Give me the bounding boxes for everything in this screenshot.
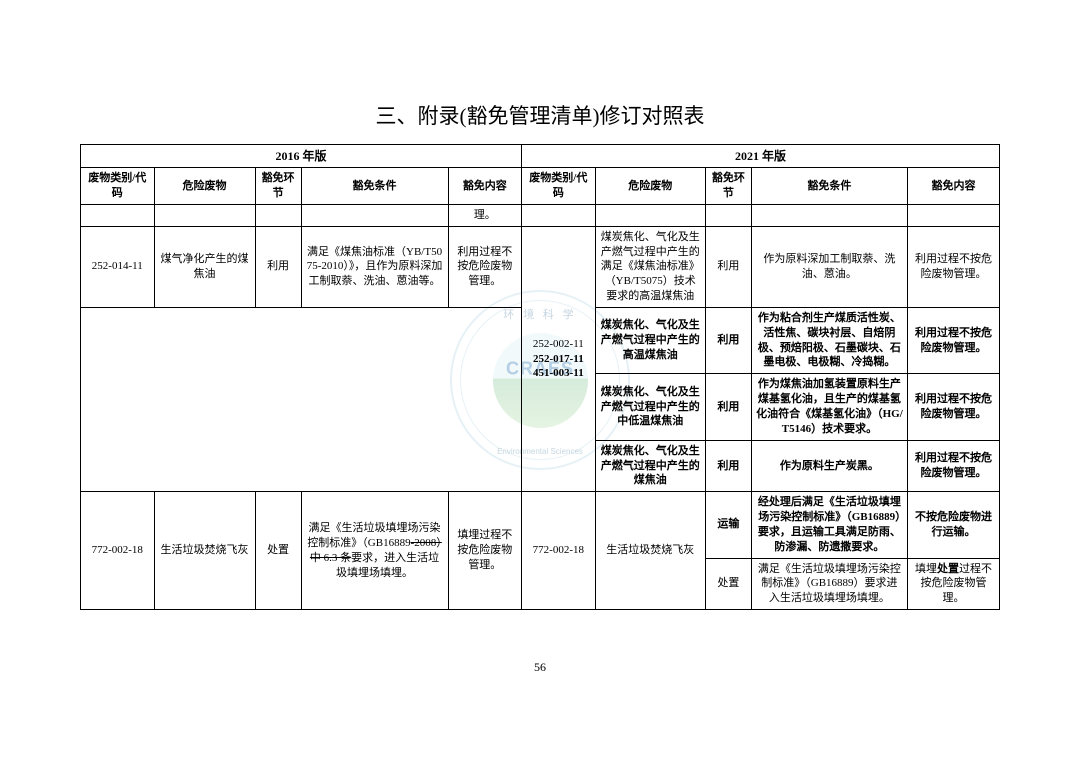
r5-stage16: 处置 xyxy=(255,492,301,610)
row-cont: 理。 xyxy=(81,204,1000,226)
r1-stage16: 利用 xyxy=(255,226,301,307)
r5a-cond21: 经处理后满足《生活垃圾填埋场污染控制标准》（GB16889）要求，且运输工具满足… xyxy=(751,492,907,558)
r2-cont21: 利用过程不按危险废物管理。 xyxy=(908,307,1000,373)
h-cond16: 豁免条件 xyxy=(301,168,448,205)
r4-cond21: 作为原料生产炭黑。 xyxy=(751,440,907,492)
page-number: 56 xyxy=(80,660,1000,675)
r-codes21: 252-002-11252-017-11451-003-11 xyxy=(522,226,596,492)
r5-code16: 772-002-18 xyxy=(81,492,155,610)
blank16 xyxy=(81,307,522,491)
r1-stage21: 利用 xyxy=(705,226,751,307)
r5-waste16: 生活垃圾焚烧飞灰 xyxy=(154,492,255,610)
h-cont21: 豁免内容 xyxy=(908,168,1000,205)
r5b-cont21: 填埋处置过程不按危险废物管理。 xyxy=(908,558,1000,610)
r1-cont21: 利用过程不按危险废物管理。 xyxy=(908,226,1000,307)
h-waste16: 危险废物 xyxy=(154,168,255,205)
r5-cond16: 满足《生活垃圾填埋场污染控制标准》（GB16889-2008）中 6.3 条要求… xyxy=(301,492,448,610)
r1-cond16: 满足《煤焦油标准（YB/T5075-2010）》，且作为原料深加工制取萘、洗油、… xyxy=(301,226,448,307)
r1-cond21: 作为原料深加工制取萘、洗油、蒽油。 xyxy=(751,226,907,307)
r3-cond21: 作为煤焦油加氢装置原料生产煤基氢化油，且生产的煤基氢化油符合《煤基氢化油》（HG… xyxy=(751,374,907,440)
r3-waste21: 煤炭焦化、气化及生产燃气过程中产生的中低温煤焦油 xyxy=(595,374,705,440)
page-title: 三、附录(豁免管理清单)修订对照表 xyxy=(80,100,1000,130)
r1-waste16: 煤气净化产生的煤焦油 xyxy=(154,226,255,307)
h-code21: 废物类别/代码 xyxy=(522,168,596,205)
r5a-cont21: 不按危险废物进行运输。 xyxy=(908,492,1000,558)
h-stage16: 豁免环节 xyxy=(255,168,301,205)
hdr-2021: 2021 年版 xyxy=(522,145,1000,168)
h-stage21: 豁免环节 xyxy=(705,168,751,205)
r5-code21: 772-002-18 xyxy=(522,492,596,610)
row1: 252-014-11煤气净化产生的煤焦油利用满足《煤焦油标准（YB/T5075-… xyxy=(81,226,1000,307)
r5b-cond21: 满足《生活垃圾填埋场污染控制标准》（GB16889）要求进入生活垃圾填埋场填埋。 xyxy=(751,558,907,610)
r2-cond21: 作为粘合剂生产煤质活性炭、活性焦、碳块衬层、自焙阴极、预焙阳极、石墨碳块、石墨电… xyxy=(751,307,907,373)
r1-cont16: 利用过程不按危险废物管理。 xyxy=(448,226,522,307)
r4-waste21: 煤炭焦化、气化及生产燃气过程中产生的煤焦油 xyxy=(595,440,705,492)
trail: 理。 xyxy=(448,204,522,226)
r2-stage21: 利用 xyxy=(705,307,751,373)
year-row: 2016 年版2021 年版 xyxy=(81,145,1000,168)
h-code16: 废物类别/代码 xyxy=(81,168,155,205)
h-waste21: 危险废物 xyxy=(595,168,705,205)
row5a: 772-002-18生活垃圾焚烧飞灰处置满足《生活垃圾填埋场污染控制标准》（GB… xyxy=(81,492,1000,558)
r2-waste21: 煤炭焦化、气化及生产燃气过程中产生的高温煤焦油 xyxy=(595,307,705,373)
r5-waste21: 生活垃圾焚烧飞灰 xyxy=(595,492,705,610)
hdr-2016: 2016 年版 xyxy=(81,145,522,168)
h-cont16: 豁免内容 xyxy=(448,168,522,205)
r5-cont16: 填埋过程不按危险废物管理。 xyxy=(448,492,522,610)
r4-stage21: 利用 xyxy=(705,440,751,492)
r5b-stage21: 处置 xyxy=(705,558,751,610)
r1-code16: 252-014-11 xyxy=(81,226,155,307)
r3-stage21: 利用 xyxy=(705,374,751,440)
col-row: 废物类别/代码危险废物豁免环节豁免条件豁免内容废物类别/代码危险废物豁免环节豁免… xyxy=(81,168,1000,205)
r4-cont21: 利用过程不按危险废物管理。 xyxy=(908,440,1000,492)
r5a-stage21: 运输 xyxy=(705,492,751,558)
r3-cont21: 利用过程不按危险废物管理。 xyxy=(908,374,1000,440)
h-cond21: 豁免条件 xyxy=(751,168,907,205)
r1-waste21: 煤炭焦化、气化及生产燃气过程中产生的满足《煤焦油标准》（YB/T5075）技术要… xyxy=(595,226,705,307)
comparison-table: 2016 年版2021 年版废物类别/代码危险废物豁免环节豁免条件豁免内容废物类… xyxy=(80,144,1000,610)
